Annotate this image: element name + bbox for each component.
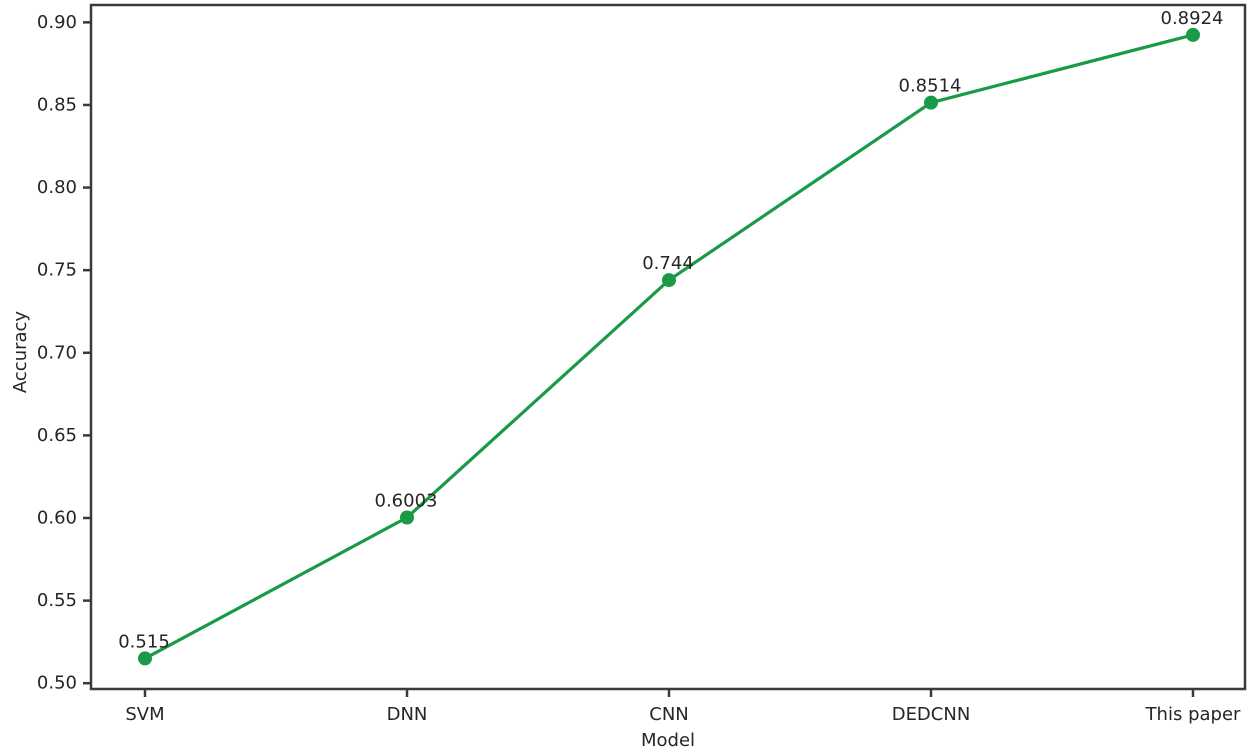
y-axis-title: Accuracy (10, 310, 31, 394)
y-tick-label: 0.60 (37, 508, 77, 529)
data-point (662, 273, 676, 288)
data-point (138, 651, 152, 666)
y-tick-label: 0.70 (37, 342, 77, 363)
data-point (924, 95, 938, 110)
x-tick-label: DEDCNN (892, 704, 971, 725)
y-tick-label: 0.65 (37, 425, 77, 446)
data-point (1186, 27, 1200, 42)
x-axis-title: Model (640, 730, 696, 751)
x-tick-label: SVM (125, 704, 164, 725)
data-point-label: 0.8514 (899, 76, 962, 97)
x-tick-label: CNN (649, 704, 689, 725)
y-tick-label: 0.90 (37, 12, 77, 33)
y-tick-label: 0.80 (37, 177, 77, 198)
data-point-label: 0.744 (642, 253, 694, 274)
data-point-label: 0.6003 (375, 491, 438, 512)
y-tick-label: 0.50 (37, 673, 77, 694)
x-tick-label: DNN (387, 704, 428, 725)
y-tick-label: 0.55 (37, 590, 77, 611)
plot-border (89, 3, 1247, 691)
y-tick-label: 0.85 (37, 94, 77, 115)
data-point-label: 0.515 (118, 631, 170, 652)
data-point (400, 510, 414, 525)
series-line (143, 33, 1195, 661)
y-tick-label: 0.75 (37, 260, 77, 281)
x-tick-label: This paper (1145, 704, 1241, 725)
data-point-label: 0.8924 (1161, 8, 1224, 29)
